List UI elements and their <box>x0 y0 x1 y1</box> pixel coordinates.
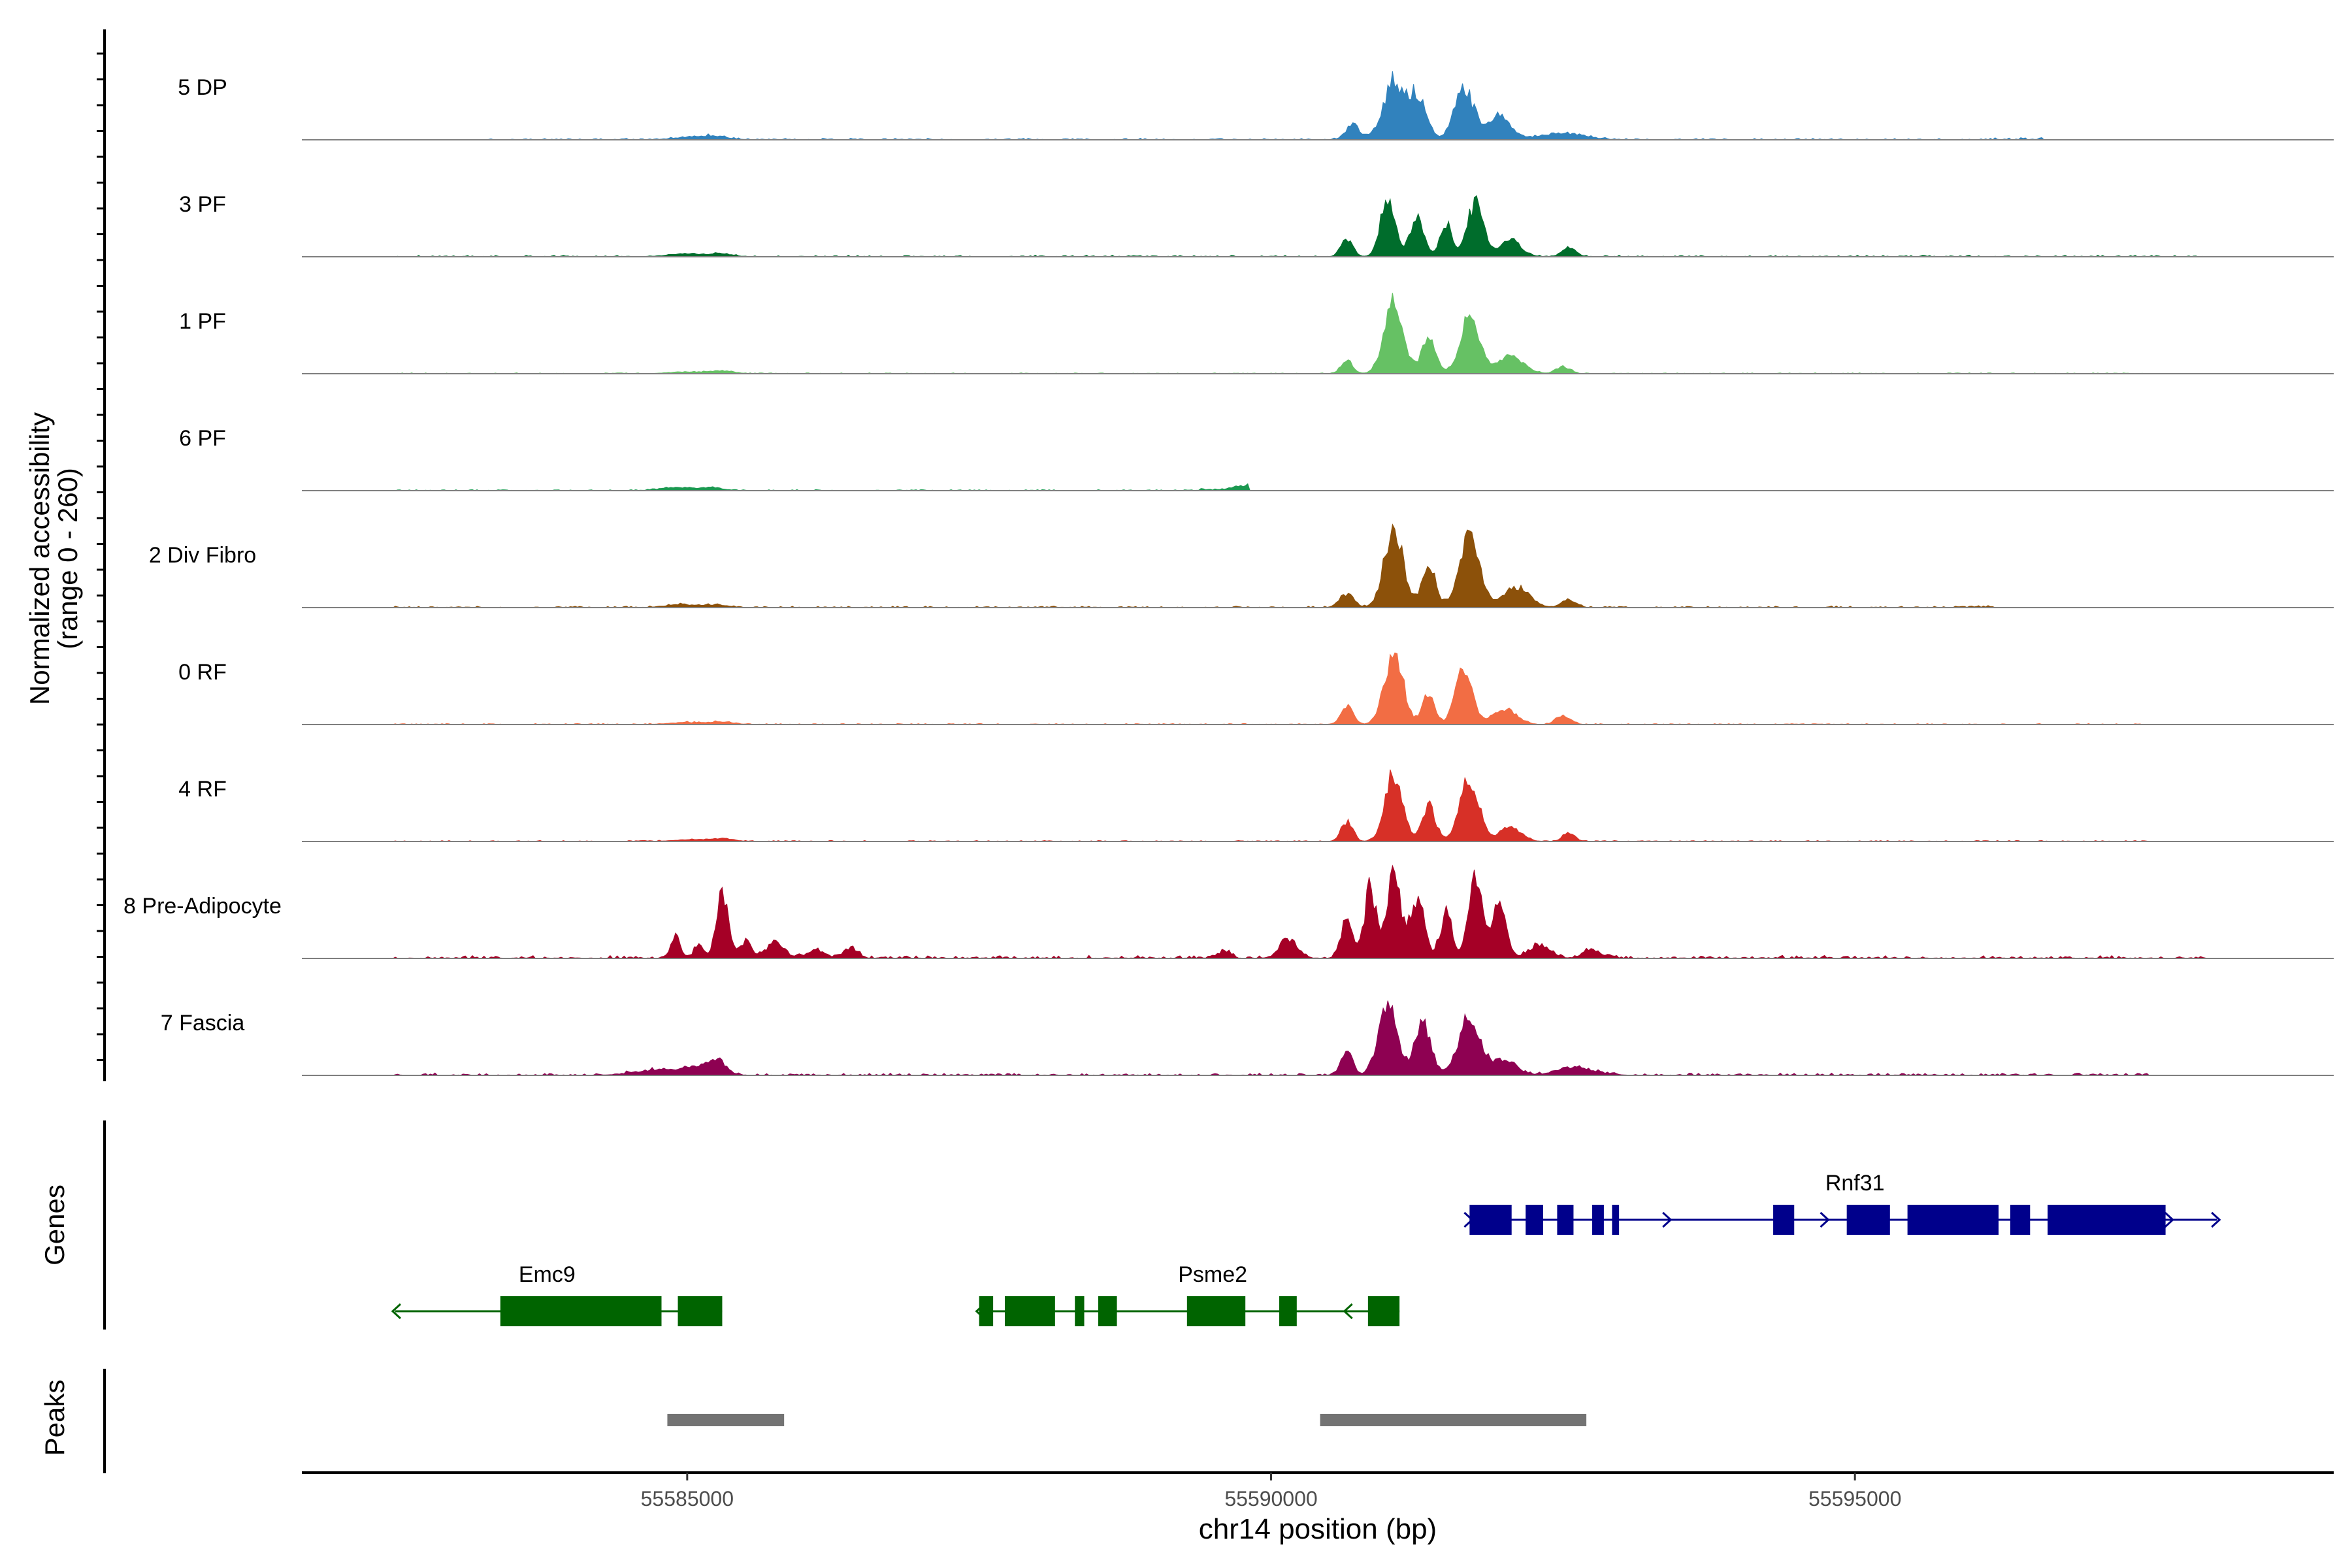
track-label-1: 3 PF <box>179 192 226 217</box>
track-label-8: 7 Fascia <box>161 1011 245 1036</box>
track-0: 5 DP <box>178 71 2334 140</box>
x-tick-label: 55590000 <box>1224 1487 1317 1511</box>
coverage-area-1 <box>302 195 2334 257</box>
track-6: 4 RF <box>178 769 2334 842</box>
gene-label-0: Rnf31 <box>1825 1171 1885 1196</box>
gene-psme2: Psme2 <box>975 1262 1400 1326</box>
x-tick-label: 55595000 <box>1808 1487 1901 1511</box>
exon-6 <box>1846 1205 1890 1235</box>
peaks-track <box>103 1369 1587 1473</box>
exon-0 <box>1469 1205 1512 1235</box>
strand-chevron <box>1820 1211 1830 1228</box>
exon-5 <box>1279 1296 1297 1326</box>
exon-3 <box>1098 1296 1117 1326</box>
exon-7 <box>1907 1205 1999 1235</box>
track-7: 8 Pre-Adipocyte <box>123 864 2334 959</box>
exon-3 <box>1592 1205 1604 1235</box>
track-label-4: 2 Div Fibro <box>149 543 256 568</box>
coverage-area-3 <box>302 483 2334 491</box>
peak-region-0 <box>667 1414 785 1426</box>
coverage-area-0 <box>302 71 2334 140</box>
x-axis: 55585000 55590000 55595000 <box>302 1471 2334 1511</box>
gene-emc9: Emc9 <box>391 1262 723 1326</box>
x-axis-title: chr14 position (bp) <box>1199 1513 1437 1545</box>
exon-1 <box>678 1296 723 1326</box>
exon-9 <box>2048 1205 2166 1235</box>
exon-0 <box>500 1296 662 1326</box>
coverage-area-8 <box>302 1000 2334 1076</box>
track-2: 1 PF <box>179 293 2334 374</box>
track-label-0: 5 DP <box>178 75 227 100</box>
exon-6 <box>1367 1296 1400 1326</box>
strand-chevron <box>1662 1211 1673 1228</box>
genes-track-label: Genes <box>39 1184 70 1266</box>
strand-chevron <box>2211 1211 2221 1228</box>
exon-5 <box>1773 1205 1795 1235</box>
y-axis-label: Normalized accessibility <box>24 412 55 705</box>
peak-region-1 <box>1320 1414 1587 1426</box>
y-axis-label-range: (range 0 - 260) <box>52 468 83 649</box>
peaks-track-label: Peaks <box>39 1380 70 1456</box>
x-tick-label: 55585000 <box>641 1487 734 1511</box>
gene-annotation-track: Rnf31 Emc9 Psme2 <box>103 1120 2221 1330</box>
exon-8 <box>2010 1205 2031 1235</box>
coverage-area-2 <box>302 293 2334 374</box>
track-5: 0 RF <box>178 652 2334 725</box>
strand-chevron <box>391 1303 402 1320</box>
gene-label-1: Emc9 <box>519 1262 576 1287</box>
track-label-2: 1 PF <box>179 309 226 334</box>
exon-1 <box>1526 1205 1543 1235</box>
exon-4 <box>1612 1205 1620 1235</box>
coverage-area-5 <box>302 652 2334 725</box>
track-8: 7 Fascia <box>161 1000 2334 1076</box>
track-1: 3 PF <box>179 192 2334 257</box>
exon-2 <box>1075 1296 1085 1326</box>
coverage-tracks: 5 DP 3 PF 1 PF 6 PF 2 Div Fibro 0 RF 4 RF 8 Pre… <box>97 29 2334 1081</box>
exon-1 <box>1004 1296 1055 1326</box>
coverage-area-7 <box>302 864 2334 959</box>
exon-4 <box>1186 1296 1246 1326</box>
track-3: 6 PF <box>179 426 2334 491</box>
track-label-7: 8 Pre-Adipocyte <box>123 894 282 919</box>
coverage-area-4 <box>302 523 2334 608</box>
exon-0 <box>979 1296 994 1326</box>
track-label-3: 6 PF <box>179 426 226 451</box>
gene-rnf31: Rnf31 <box>1463 1171 2221 1235</box>
track-4: 2 Div Fibro <box>149 523 2334 608</box>
coverage-area-6 <box>302 769 2334 842</box>
exon-2 <box>1557 1205 1574 1235</box>
strand-chevron <box>1343 1303 1353 1320</box>
strand-chevron <box>2164 1211 2174 1228</box>
gene-label-2: Psme2 <box>1178 1262 1247 1287</box>
track-label-5: 0 RF <box>178 660 227 685</box>
track-label-6: 4 RF <box>178 777 227 802</box>
